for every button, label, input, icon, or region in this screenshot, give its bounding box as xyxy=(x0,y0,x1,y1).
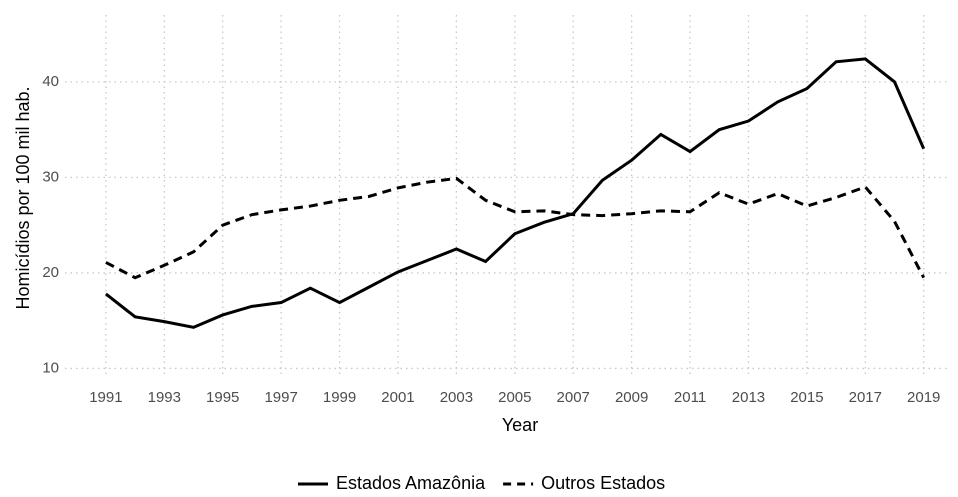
x-tick-label: 2017 xyxy=(849,389,882,406)
line xyxy=(105,176,926,280)
x-tick-label: 1997 xyxy=(264,389,297,406)
x-tick-label: 2015 xyxy=(790,389,823,406)
x-tick-label: 2013 xyxy=(732,389,765,406)
y-tick-label: 10 xyxy=(42,359,59,376)
x-tick-label: 2019 xyxy=(907,389,940,406)
x-tick-label: 1991 xyxy=(89,389,122,406)
y-axis-label: Homicídios por 100 mil hab. xyxy=(13,86,33,309)
x-tick-label: 1995 xyxy=(206,389,239,406)
x-tick-label: 2009 xyxy=(615,389,648,406)
x-tick-label: 2011 xyxy=(674,389,706,406)
legend-label: Outros Estados xyxy=(541,473,665,493)
x-axis-label: Year xyxy=(502,415,538,435)
x-tick-label: 1993 xyxy=(148,389,181,406)
y-tick-label: 40 xyxy=(42,73,59,90)
x-tick-label: 2001 xyxy=(381,389,414,406)
line xyxy=(104,57,926,329)
x-tick-label: 2007 xyxy=(557,389,590,406)
x-tick-label: 2005 xyxy=(498,389,531,406)
y-tick-label: 30 xyxy=(42,168,59,185)
x-tick-label: 2003 xyxy=(440,389,473,406)
y-tick-label: 20 xyxy=(42,264,59,281)
x-tick-label: 1999 xyxy=(323,389,356,406)
legend-label: Estados Amazônia xyxy=(336,473,486,493)
